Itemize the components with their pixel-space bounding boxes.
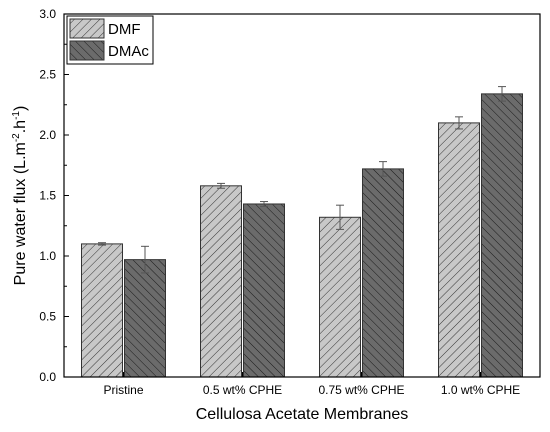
x-tick-label: 0.75 wt% CPHE (318, 383, 404, 397)
y-axis-title-superscript: -2 (11, 133, 22, 142)
bar-dmf (438, 122, 480, 378)
y-tick-label: 3.0 (39, 7, 56, 21)
y-tick-label: 0.0 (39, 370, 56, 384)
legend-label: DMAc (108, 43, 149, 60)
y-tick-label: 0.5 (39, 310, 56, 324)
y-tick-label: 1.0 (39, 249, 56, 263)
y-tick-label: 2.5 (39, 68, 56, 82)
y-tick-label: 1.5 (39, 189, 56, 203)
x-tick-label: 1.0 wt% CPHE (441, 383, 520, 397)
bar-dmf (81, 243, 123, 378)
y-axis-title: Pure water flux (L.m-2.h-1) (11, 106, 29, 286)
bar-dmac (362, 168, 404, 378)
error-bars-group (98, 86, 506, 274)
x-tick-label: Pristine (103, 383, 143, 397)
bar-dmf (319, 216, 361, 378)
bar-dmac (124, 259, 166, 378)
bar-dmac (481, 93, 523, 378)
bar-dmf (200, 185, 242, 378)
y-axis-title-part: Pure water flux (L.m (12, 142, 29, 285)
bar-dmac (243, 203, 285, 378)
legend-label: DMF (108, 21, 141, 38)
y-axis-title-part: .h (12, 120, 29, 133)
y-axis-title-superscript: -1 (11, 111, 22, 120)
legend-swatch (69, 40, 105, 61)
x-axis-title: Cellulosa Acetate Membranes (196, 406, 409, 423)
legend-swatch (69, 18, 105, 39)
x-axis: Pristine 0.5 wt% CPHE 0.75 wt% CPHE 1.0 wt%… (103, 372, 520, 397)
y-axis-title-part: ) (12, 106, 29, 111)
bars-group (81, 93, 523, 378)
y-axis: 0.0 0.5 1.0 1.5 2.0 2.5 3.0 (39, 7, 69, 384)
x-tick-label: 0.5 wt% CPHE (203, 383, 282, 397)
y-tick-label: 2.0 (39, 128, 56, 142)
legend: DMF DMAc (66, 15, 154, 65)
